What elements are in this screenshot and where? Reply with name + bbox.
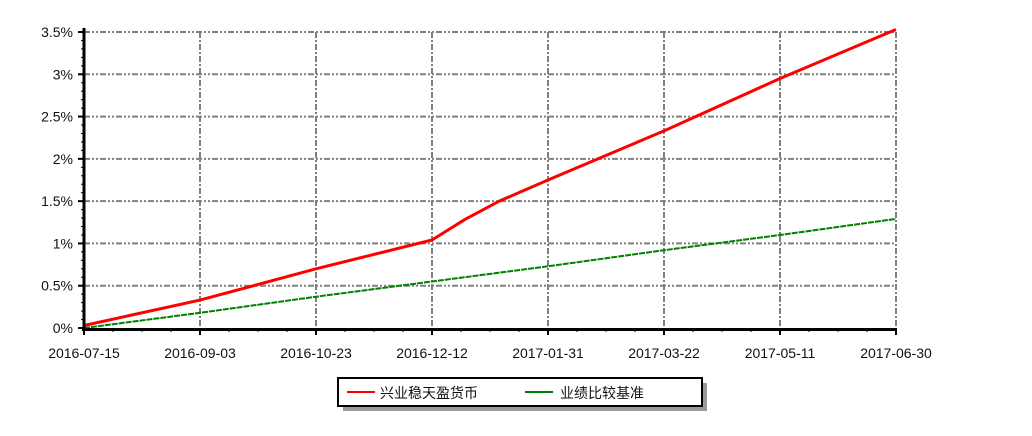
y-tick-label: 0.5% [41, 278, 73, 294]
x-tick-label: 2017-06-30 [860, 345, 932, 361]
y-tick-label: 1% [53, 235, 73, 251]
y-tick-label: 1.5% [41, 193, 73, 209]
legend-label-benchmark: 业绩比较基准 [560, 385, 644, 401]
grid [84, 31, 897, 328]
y-tick-label: 2.5% [41, 109, 73, 125]
y-axis: 0% 0.5% 1% 1.5% 2% 2.5% 3% 3.5% [41, 24, 84, 336]
legend-label-fund: 兴业稳天盈货币 [380, 385, 478, 401]
x-tick-label: 2016-07-15 [48, 345, 120, 361]
y-tick-label: 2% [53, 151, 73, 167]
y-tick-label: 0% [53, 320, 73, 336]
y-tick-label: 3.5% [41, 24, 73, 40]
x-tick-label: 2016-10-23 [280, 345, 352, 361]
x-tick-label: 2017-03-22 [628, 345, 700, 361]
series-line-1 [83, 217, 897, 329]
x-tick-label: 2016-09-03 [164, 345, 236, 361]
legend: 兴业稳天盈货币 业绩比较基准 [337, 377, 707, 411]
y-tick-label: 3% [53, 66, 73, 82]
series-lines [83, 28, 897, 329]
x-tick-label: 2017-05-11 [745, 345, 816, 361]
x-tick-label: 2016-12-12 [396, 345, 468, 361]
series-line-0 [83, 28, 897, 327]
x-tick-label: 2017-01-31 [512, 345, 584, 361]
x-axis: 2016-07-15 2016-09-03 2016-10-23 2016-12-12… [48, 328, 932, 361]
